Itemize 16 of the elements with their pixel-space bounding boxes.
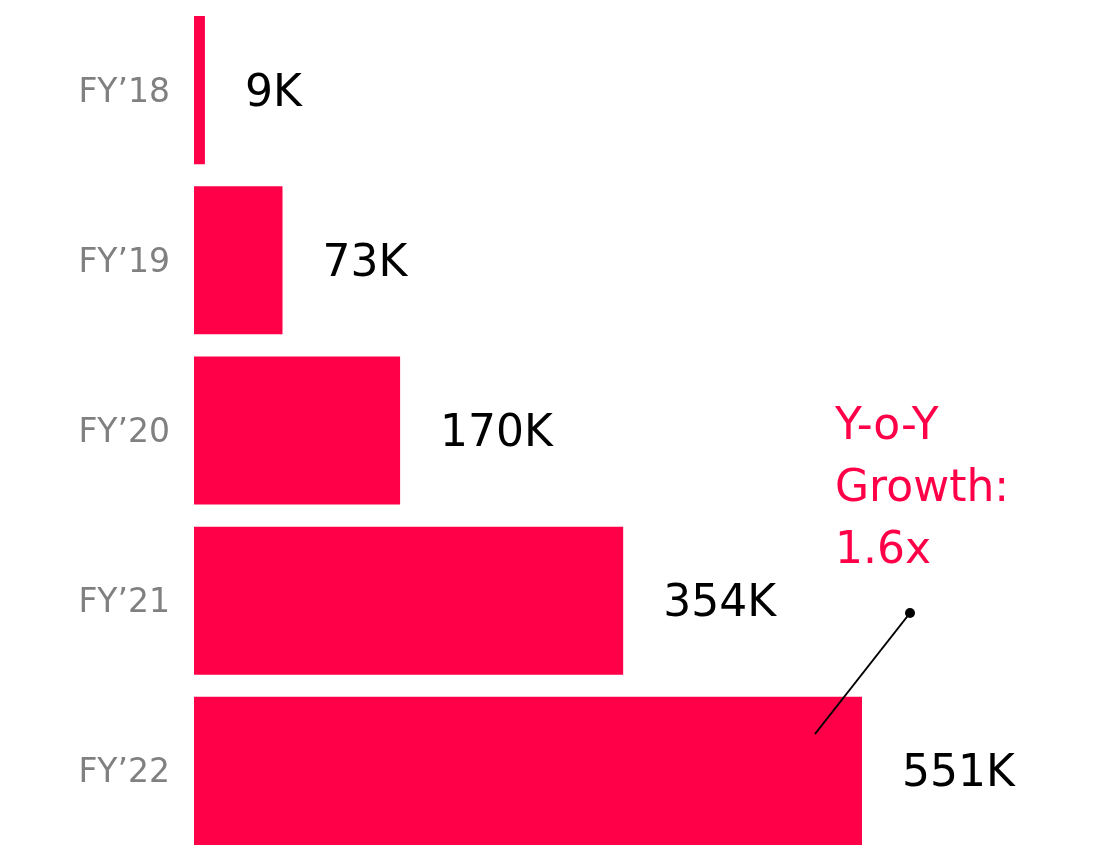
data-label: 354K [663, 575, 778, 627]
data-label: 551K [902, 745, 1016, 797]
y-tick-label: FY’18 [78, 70, 170, 110]
y-tick-label: FY’22 [78, 751, 170, 791]
y-tick-label: FY’20 [78, 411, 170, 450]
y-tick-label: FY’21 [78, 581, 170, 621]
data-label: 73K [322, 234, 409, 286]
annotation: Y-o-Y Growth: 1.6x [834, 398, 1024, 574]
data-label: 170K [440, 405, 555, 456]
bar [194, 186, 283, 335]
bar [194, 696, 862, 845]
data-label: 9K [244, 64, 303, 116]
bar [194, 16, 205, 165]
y-tick-label: FY’19 [78, 240, 170, 280]
bar [194, 526, 624, 675]
bar [194, 356, 401, 505]
